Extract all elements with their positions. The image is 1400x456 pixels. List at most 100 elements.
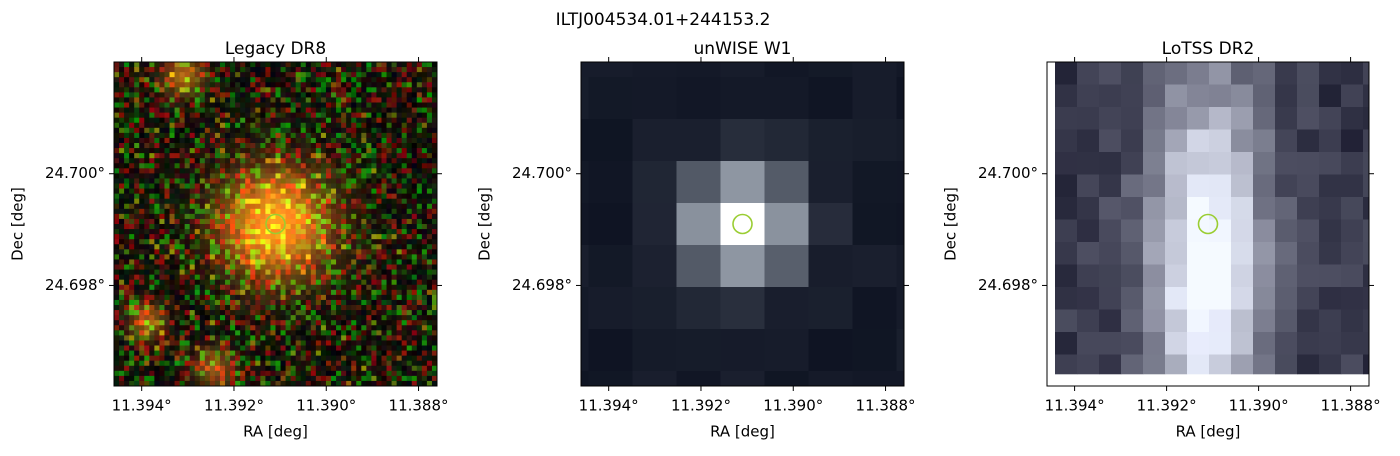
image-pixel <box>204 254 211 260</box>
image-pixel <box>209 77 216 83</box>
image-pixel <box>431 284 437 291</box>
image-pixel <box>169 112 176 119</box>
image-pixel <box>245 107 251 114</box>
image-pixel <box>159 198 165 205</box>
image-pixel <box>245 72 251 78</box>
image-pixel <box>129 122 135 129</box>
image-pixel <box>240 315 246 321</box>
image-pixel <box>431 132 437 139</box>
image-pixel <box>280 269 287 276</box>
image-pixel <box>129 365 135 372</box>
image-pixel <box>300 213 307 220</box>
image-pixel <box>406 355 413 362</box>
image-pixel <box>411 218 418 225</box>
image-pixel <box>214 269 221 276</box>
image-pixel <box>260 218 266 225</box>
image-pixel <box>159 132 165 139</box>
image-pixel <box>270 375 276 382</box>
image-pixel <box>154 350 160 357</box>
image-pixel <box>426 264 433 271</box>
image-pixel <box>184 77 191 83</box>
image-pixel <box>315 340 322 346</box>
image-pixel <box>290 72 297 78</box>
image-pixel <box>199 97 206 103</box>
image-pixel <box>280 117 287 124</box>
image <box>114 62 437 386</box>
image-pixel <box>351 153 357 159</box>
image-pixel <box>164 335 171 341</box>
image-pixel <box>808 119 853 162</box>
image-pixel <box>149 148 155 154</box>
image-pixel <box>371 208 377 215</box>
image-pixel <box>366 229 372 235</box>
image-pixel <box>290 355 297 362</box>
image-pixel <box>164 82 171 88</box>
image-pixel <box>124 305 130 311</box>
image-pixel <box>199 183 206 190</box>
image-pixel <box>300 168 307 174</box>
image-pixel <box>1121 242 1144 265</box>
image-pixel <box>255 92 261 98</box>
image-pixel <box>401 350 408 357</box>
image-pixel <box>154 87 160 93</box>
image-pixel <box>265 315 271 321</box>
image-pixel <box>396 249 403 255</box>
image-pixel <box>124 97 130 103</box>
image-pixel <box>290 87 297 93</box>
image-pixel <box>1341 152 1364 175</box>
image-pixel <box>280 112 287 119</box>
image-pixel <box>320 163 327 169</box>
image-pixel <box>124 310 130 316</box>
image-pixel <box>219 77 226 83</box>
image-pixel <box>341 284 347 291</box>
image-pixel <box>285 158 292 164</box>
image-pixel <box>320 320 327 326</box>
image-pixel <box>169 178 176 184</box>
image-pixel <box>381 137 388 144</box>
image-pixel <box>305 310 312 316</box>
image-pixel <box>124 158 130 164</box>
image-pixel <box>290 143 297 149</box>
image-pixel <box>1341 219 1364 243</box>
image-pixel <box>310 229 317 235</box>
image-pixel <box>174 77 181 83</box>
image-pixel <box>396 340 403 346</box>
image-pixel <box>204 173 211 179</box>
image-pixel <box>119 178 125 184</box>
image-pixel <box>401 153 408 159</box>
image-pixel <box>1143 107 1166 130</box>
image-pixel <box>204 229 211 235</box>
image-pixel <box>204 102 211 109</box>
image-pixel <box>361 137 367 144</box>
image-pixel <box>336 198 342 205</box>
image-pixel <box>219 117 226 124</box>
image-pixel <box>240 310 246 316</box>
image-pixel <box>431 102 437 109</box>
image-pixel <box>214 224 221 230</box>
image-pixel <box>174 264 181 271</box>
image-pixel <box>285 148 292 154</box>
image-pixel <box>376 163 382 169</box>
image-pixel <box>1363 84 1369 108</box>
image-pixel <box>189 249 196 255</box>
image-pixel <box>250 350 256 357</box>
image-pixel <box>386 127 393 134</box>
image-pixel <box>300 198 307 205</box>
image-pixel <box>184 274 191 281</box>
image-pixel <box>341 97 347 103</box>
image-pixel <box>174 188 181 195</box>
image-pixel <box>285 355 292 362</box>
image-pixel <box>351 168 357 174</box>
image-pixel <box>204 345 211 352</box>
image-pixel <box>199 320 206 326</box>
image-pixel <box>310 112 317 119</box>
image-pixel <box>204 97 211 103</box>
image-pixel <box>209 315 216 321</box>
image-pixel <box>356 62 362 68</box>
image-pixel <box>235 218 241 225</box>
image-pixel <box>250 345 256 352</box>
image-pixel <box>341 340 347 346</box>
image-pixel <box>159 178 165 184</box>
image-pixel <box>366 163 372 169</box>
image-pixel <box>351 239 357 245</box>
